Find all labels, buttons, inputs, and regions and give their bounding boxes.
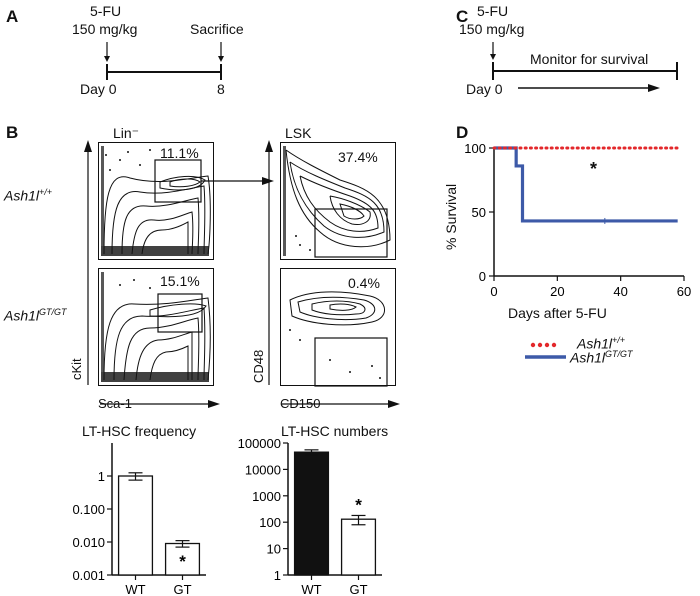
panel-c-start-day: Day 0 bbox=[466, 81, 503, 97]
survival-line-gt bbox=[494, 146, 678, 223]
survival-x-label: Days after 5-FU bbox=[508, 305, 607, 321]
gate-pct-wt-lsk: 37.4% bbox=[338, 149, 378, 165]
survival-significance: * bbox=[590, 159, 598, 179]
num-y-tick-label: 100000 bbox=[238, 436, 281, 451]
survival-y-tick-label: 50 bbox=[472, 205, 486, 220]
num-x-tick-label: WT bbox=[301, 582, 321, 596]
freq-y-tick-label: 0.001 bbox=[72, 568, 105, 583]
survival-x-tick-label: 60 bbox=[677, 284, 691, 299]
flow-plot-gt-lin bbox=[98, 268, 214, 386]
legend-wt-label: Ash1l+/+ bbox=[577, 335, 626, 352]
survival-x-tick-label: 40 bbox=[613, 284, 627, 299]
panel-a-dose-line2: 150 mg/kg bbox=[72, 21, 138, 37]
panel-c-dose-line1: 5-FU bbox=[477, 3, 509, 19]
num-y-tick-label: 1 bbox=[274, 568, 281, 583]
num-y-tick-label: 100 bbox=[259, 515, 281, 530]
panel-d-letter: D bbox=[456, 123, 469, 142]
panel-c-dose-line2: 150 mg/kg bbox=[459, 21, 525, 37]
panel-a-dose-line1: 5-FU bbox=[90, 3, 122, 19]
panel-c-monitor-label: Monitor for survival bbox=[530, 51, 649, 67]
num-y-tick-label: 1000 bbox=[252, 489, 281, 504]
num-y-tick-label: 10 bbox=[267, 542, 281, 557]
num-bar-wt bbox=[293, 451, 330, 576]
flow-plot-gt-lsk bbox=[280, 268, 396, 386]
x-axis-label-cd150: CD150 bbox=[280, 396, 321, 411]
panel-b-row1-genotype: Ash1l+/+ bbox=[4, 187, 53, 204]
x-axis-label-sca1: Sca-1 bbox=[98, 396, 132, 411]
freq-y-tick-label: 1 bbox=[98, 469, 105, 484]
panel-c-letter: C bbox=[456, 7, 469, 26]
num-x-tick-label: GT bbox=[349, 582, 367, 596]
freq-y-tick-label: 0.010 bbox=[72, 535, 105, 550]
bar-chart-numbers-title: LT-HSC numbers bbox=[281, 423, 389, 439]
panel-a-end-day: 8 bbox=[217, 81, 225, 97]
bar-chart-frequency-title: LT-HSC frequency bbox=[82, 423, 197, 439]
panel-b-col1-title: Lin⁻ bbox=[113, 125, 140, 141]
survival-x-tick-label: 0 bbox=[490, 284, 497, 299]
survival-y-tick-label: 0 bbox=[479, 269, 486, 284]
panel-a-start-day: Day 0 bbox=[80, 81, 117, 97]
panel-a-letter: A bbox=[6, 7, 19, 26]
panel-a-end-label: Sacrifice bbox=[190, 21, 244, 37]
panel-b-letter: B bbox=[6, 123, 19, 142]
flow-plot-wt-lsk bbox=[280, 142, 396, 260]
gate-pct-wt-lin: 11.1% bbox=[160, 145, 199, 161]
gate-pct-gt-lin: 15.1% bbox=[160, 273, 200, 289]
num-y-tick-label: 10000 bbox=[245, 462, 281, 477]
freq-significance: * bbox=[179, 552, 186, 571]
survival-x-tick-label: 20 bbox=[550, 284, 564, 299]
panel-b-row2-genotype: Ash1lGT/GT bbox=[4, 307, 67, 324]
survival-y-tick-label: 100 bbox=[464, 141, 486, 156]
legend-gt-label: Ash1lGT/GT bbox=[570, 349, 633, 366]
legend-wt-dots bbox=[530, 342, 557, 348]
gate-pct-gt-lsk: 0.4% bbox=[348, 275, 380, 291]
freq-bar-wt bbox=[117, 475, 154, 576]
panel-b-col2-title: LSK bbox=[285, 125, 312, 141]
num-significance: * bbox=[355, 495, 362, 514]
freq-y-tick-label: 0.100 bbox=[72, 502, 105, 517]
freq-x-tick-label: WT bbox=[125, 582, 145, 596]
freq-x-tick-label: GT bbox=[173, 582, 191, 596]
flow-plot-wt-lin bbox=[98, 142, 214, 260]
